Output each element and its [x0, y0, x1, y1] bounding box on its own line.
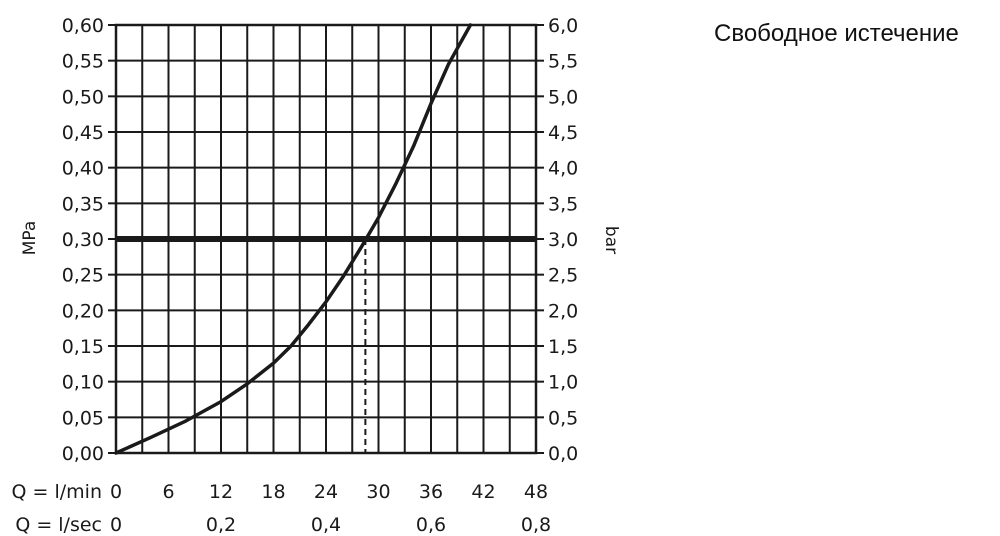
y-right-tick-label: 5,5	[548, 51, 578, 73]
y-left-tick-label: 0,60	[62, 15, 104, 37]
series-layer	[114, 23, 473, 455]
y-right-tick-label: 3,5	[548, 193, 578, 215]
x-tick-label-min: 30	[366, 481, 390, 503]
x-tick-label-min: 42	[471, 481, 495, 503]
y-left-tick-label: 0,05	[62, 407, 104, 429]
x-tick-label-min: 48	[524, 481, 548, 503]
y-right-tick-label: 5,0	[548, 86, 578, 108]
y-right-tick-label: 2,5	[548, 265, 578, 287]
reference-layer	[116, 236, 536, 453]
y-right-tick-label: 2,0	[548, 300, 578, 322]
x-tick-label-min: 6	[162, 481, 174, 503]
x-tick-label-min: 18	[261, 481, 285, 503]
y-left-tick-label: 0,25	[62, 265, 104, 287]
series-line	[114, 23, 473, 455]
y-right-tick-label: 4,5	[548, 122, 578, 144]
y-right-tick-label: 3,0	[548, 229, 578, 251]
y-right-tick-label: 0,0	[548, 443, 578, 465]
x-axis-min-title: Q = l/min	[12, 481, 102, 503]
y-left-tick-label: 0,00	[62, 443, 104, 465]
x-tick-label-min: 24	[314, 481, 338, 503]
y-right-tick-label: 1,5	[548, 336, 578, 358]
y-right-tick-label: 4,0	[548, 158, 578, 180]
y-axis-left-title: MPa	[20, 221, 40, 256]
y-left-tick-label: 0,55	[62, 51, 104, 73]
x-tick-label-sec: 0	[110, 514, 122, 536]
y-right-tick-label: 1,0	[548, 372, 578, 394]
x-tick-label-min: 12	[209, 481, 233, 503]
x-tick-label-sec: 0,4	[311, 514, 341, 536]
chart-caption: Свободное истечение	[714, 20, 959, 47]
y-left-tick-label: 0,10	[62, 372, 104, 394]
y-left-tick-label: 0,35	[62, 193, 104, 215]
y-left-tick-label: 0,15	[62, 336, 104, 358]
y-left-tick-label: 0,20	[62, 300, 104, 322]
tick-layer: 0,000,050,100,150,200,250,300,350,400,45…	[62, 15, 579, 536]
x-tick-label-sec: 0,8	[521, 514, 551, 536]
y-right-tick-label: 6,0	[548, 15, 578, 37]
x-tick-label-min: 36	[419, 481, 443, 503]
y-left-tick-label: 0,40	[62, 158, 104, 180]
x-axis-sec-title: Q = l/sec	[15, 514, 102, 536]
y-left-tick-label: 0,30	[62, 229, 104, 251]
x-tick-label-sec: 0,6	[416, 514, 446, 536]
x-tick-label-sec: 0,2	[206, 514, 236, 536]
x-tick-label-min: 0	[110, 481, 122, 503]
y-axis-right-title: bar	[601, 226, 621, 254]
y-left-tick-label: 0,45	[62, 122, 104, 144]
y-left-tick-label: 0,50	[62, 86, 104, 108]
y-right-tick-label: 0,5	[548, 407, 578, 429]
